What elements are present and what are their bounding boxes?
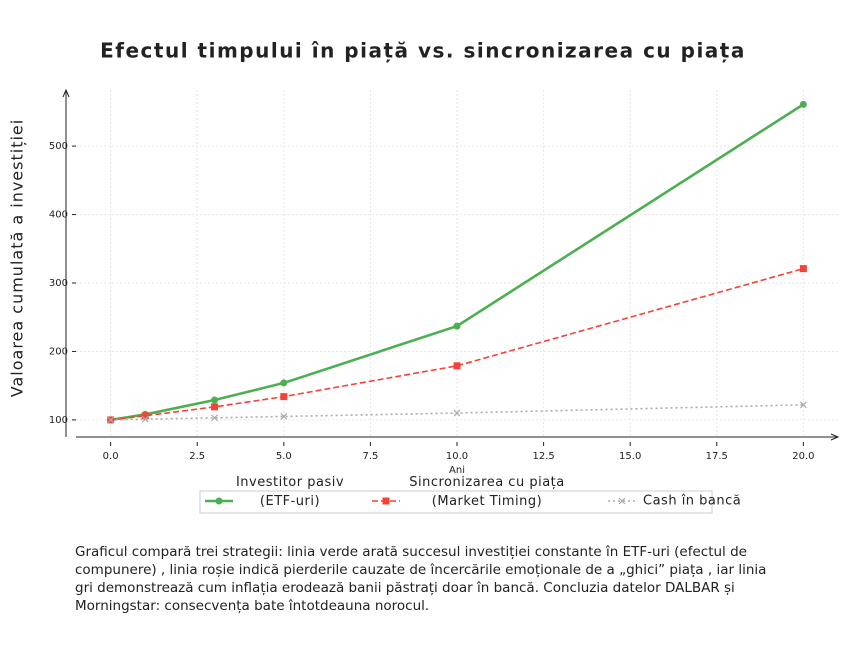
x-tick-label: 10.0: [446, 451, 468, 462]
y-tick-label: 300: [49, 278, 68, 289]
point: [211, 403, 219, 411]
y-tick-label: 100: [49, 415, 68, 426]
y-tick-label: 400: [49, 210, 68, 221]
point: [453, 362, 461, 370]
point: [280, 413, 288, 420]
point: [141, 415, 149, 423]
x-tick-label: 17.5: [706, 451, 728, 462]
legend-label: Investitor pasiv (ETF-uri): [236, 475, 344, 509]
line: [110, 267, 804, 421]
y-axis-label: Valoarea cumulată a investiției: [8, 119, 27, 397]
line: [110, 103, 805, 422]
x-tick-label: 2.5: [189, 451, 205, 462]
x-axis: [76, 433, 840, 441]
y-tick-label: 200: [49, 346, 68, 357]
x-tick-label: 20.0: [792, 451, 814, 462]
x-axis-label: Ani: [449, 465, 465, 476]
x-tick-label: 12.5: [532, 451, 554, 462]
point: [453, 322, 461, 330]
point: [799, 265, 807, 273]
point: [211, 414, 218, 422]
x-tick-label: 15.0: [619, 451, 641, 462]
point: [799, 401, 807, 409]
chart: Efectul timpului în piață vs. sincroniza…: [8, 39, 840, 514]
legend-marker: [215, 497, 223, 505]
point: [280, 379, 288, 387]
x-tick-label: 0.0: [103, 451, 119, 462]
point: [211, 396, 219, 404]
legend-marker: [618, 497, 626, 505]
legend-box: [199, 490, 713, 514]
point: [799, 100, 807, 108]
point: [453, 409, 461, 417]
legend-label: Cash în bancă: [643, 494, 741, 509]
y-axis: [62, 88, 70, 437]
x-tick-label: 5.0: [276, 451, 292, 462]
point: [141, 412, 149, 420]
legend-marker: [382, 497, 390, 505]
point: [280, 393, 288, 401]
point: [107, 416, 115, 424]
legend-label: Sincronizarea cu piața (Market Timing): [409, 475, 564, 509]
description: Graficul compară trei strategii: linia v…: [75, 544, 767, 614]
x-tick-label: 7.5: [362, 451, 378, 462]
y-tick-label: 500: [49, 141, 68, 152]
chart-title: Efectul timpului în piață vs. sincroniza…: [100, 39, 746, 63]
